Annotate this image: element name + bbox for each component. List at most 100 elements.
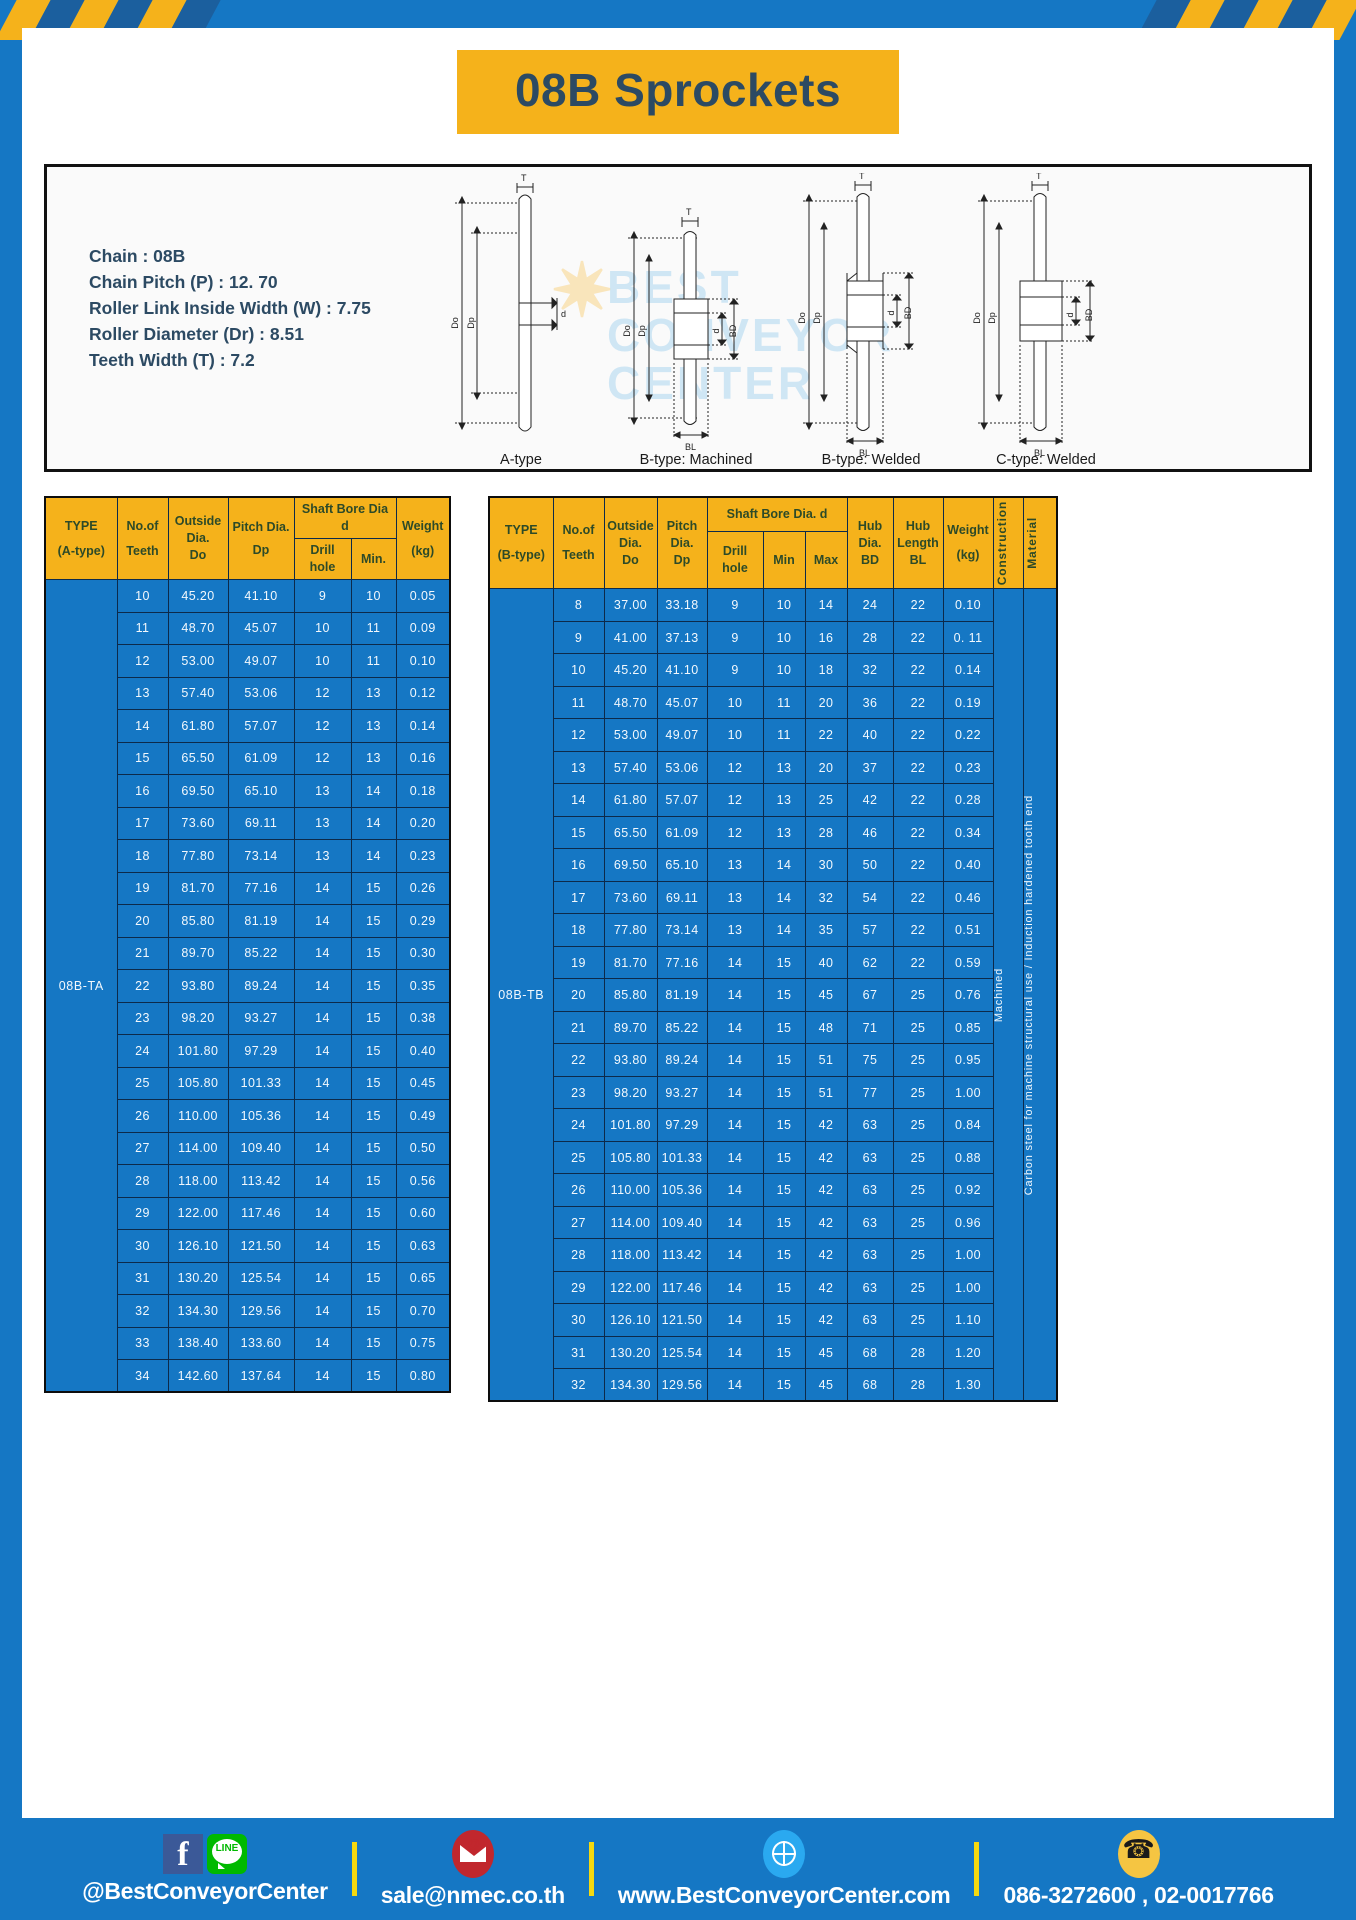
table-cell: 15 (350, 1261, 397, 1295)
footer-divider-2 (588, 1842, 594, 1896)
table-cell: 69.11 (227, 806, 295, 840)
table-cell: 16 (116, 774, 169, 808)
footer-website[interactable]: www.BestConveyorCenter.com (604, 1829, 965, 1909)
table-cell: 0.28 (942, 783, 994, 817)
table-cell: 24 (846, 588, 894, 622)
table-cell: 15 (762, 1173, 806, 1207)
table-cell: 14 (293, 871, 352, 905)
footer-facebook-handle[interactable]: @BestConveyorCenter (82, 1877, 328, 1904)
table-cell: 0.75 (395, 1326, 451, 1360)
table-cell: 49.07 (656, 718, 708, 752)
table-cell: 22 (804, 718, 848, 752)
table-cell: 42 (804, 1270, 848, 1305)
table-cell: 65.10 (227, 774, 295, 808)
table-cell: 22 (892, 783, 944, 817)
table-cell: 13 (116, 676, 169, 710)
table-cell: 85.22 (656, 1010, 708, 1045)
table-cell: 18 (552, 913, 605, 947)
table-cell: 89.24 (656, 1043, 708, 1077)
th-b-weight-sub: (kg) (956, 548, 980, 563)
table-cell: 81.70 (167, 871, 229, 905)
th-b-hublen-sub2: BL (909, 552, 927, 567)
th-b-hub-length: Hub Length BL (892, 496, 944, 590)
th-b-od-sub2: Do (622, 552, 639, 567)
table-cell: 37.00 (603, 588, 658, 622)
table-cell: 0.46 (942, 880, 994, 915)
footer-website-url[interactable]: www.BestConveyorCenter.com (617, 1881, 951, 1908)
table-cell: 42 (804, 1140, 848, 1175)
phone-icon[interactable]: ☎ (1117, 1829, 1160, 1878)
table-cell: 14 (293, 936, 352, 970)
table-cell: 0.10 (395, 644, 451, 678)
table-cell: 12 (706, 783, 764, 817)
th-b-min: Min (762, 530, 806, 590)
table-cell: 14 (293, 1261, 352, 1295)
table-cell: 26 (116, 1099, 169, 1133)
table-cell: 15 (762, 1010, 806, 1045)
line-icon[interactable]: LINE (206, 1833, 247, 1874)
table-cell: 9 (293, 579, 352, 613)
cell-construction-value: Machined (992, 588, 1024, 1402)
footer-email-address[interactable]: sale@nmec.co.th (380, 1881, 565, 1908)
table-cell: 121.50 (656, 1303, 708, 1337)
table-cell: 15 (762, 1335, 806, 1370)
table-cell: 25 (804, 783, 848, 817)
diagram-caption-c-welded: C-type: Welded (996, 452, 1096, 468)
table-row: 30 126.10 121.50 14 15 42 63 25 1.10 (489, 1303, 1057, 1337)
table-cell: 110.00 (167, 1099, 229, 1133)
table-cell: 63 (846, 1303, 894, 1337)
table-cell: 28 (892, 1335, 944, 1370)
th-a-bore-group: Shaft Bore Dia d (293, 496, 397, 539)
table-cell: 1.00 (942, 1238, 994, 1272)
table-cell: 42 (804, 1108, 848, 1142)
table-cell: 45.20 (603, 653, 658, 687)
table-a-body: 08B-TA 10 45.20 41.10 9 10 0.05 11 48.70 45.07 10 1… (44, 579, 451, 1393)
footer-social[interactable]: f LINE @BestConveyorCenter (68, 1833, 342, 1905)
table-a-header-row-2: Drill hole Min. (45, 538, 450, 580)
th-a-teeth: No.of Teeth (116, 496, 169, 580)
table-row: 17 73.60 69.11 13 14 0.20 (45, 806, 451, 840)
th-b-hublen-main: Hub (905, 518, 931, 533)
facebook-icon[interactable]: f (162, 1833, 203, 1874)
table-cell: 30 (804, 848, 848, 882)
footer-phone-numbers[interactable]: 086-3272600 , 02-0017766 (1003, 1881, 1274, 1908)
table-cell: 24 (116, 1034, 169, 1068)
table-cell: 77 (846, 1075, 894, 1110)
table-cell: 85.80 (603, 978, 658, 1012)
table-cell: 10 (552, 653, 605, 687)
diagram-caption-b-welded: B-type: Welded (821, 452, 921, 468)
title-banner: 08B Sprockets (456, 50, 900, 135)
th-a-od-sub2: Do (189, 548, 207, 562)
table-row: 18 77.80 73.14 13 14 35 57 22 0.51 (489, 913, 1057, 947)
table-cell: 13 (762, 750, 806, 785)
table-cell: 10 (762, 588, 806, 622)
envelope-icon[interactable]: @ (451, 1829, 494, 1878)
table-cell: 32 (804, 880, 848, 915)
table-cell: 93.27 (227, 1001, 295, 1035)
table-cell: 21 (116, 936, 169, 970)
table-row: 13 57.40 53.06 12 13 0.12 (45, 676, 451, 710)
table-cell: 53.06 (227, 676, 295, 710)
table-cell: 10 (293, 644, 352, 678)
construction-value-label: Machined (992, 967, 1005, 1022)
footer-phone[interactable]: ☎ 086-3272600 , 02-0017766 (989, 1829, 1287, 1909)
table-cell: 75 (846, 1043, 894, 1077)
footer-email[interactable]: @ sale@nmec.co.th (367, 1829, 579, 1909)
table-cell: 15 (762, 1368, 806, 1402)
table-cell: 14 (293, 1326, 352, 1360)
envelope-shape: @ (458, 1836, 488, 1863)
globe-icon[interactable] (763, 1829, 806, 1878)
table-cell: 28 (804, 815, 848, 850)
table-cell: 13 (706, 848, 764, 882)
table-cell: 71 (846, 1010, 894, 1045)
table-cell: 125.54 (656, 1335, 708, 1370)
table-row: 33 138.40 133.60 14 15 0.75 (45, 1326, 451, 1360)
table-cell: 28 (846, 620, 894, 655)
table-cell: 14 (552, 783, 605, 817)
table-cell: 14 (706, 1173, 764, 1207)
th-b-od-sub: Dia. (619, 535, 642, 550)
table-cell: 63 (846, 1140, 894, 1175)
table-cell: 18 (116, 839, 169, 873)
table-cell: 13 (350, 676, 397, 710)
svg-text:Dp: Dp (637, 325, 647, 337)
